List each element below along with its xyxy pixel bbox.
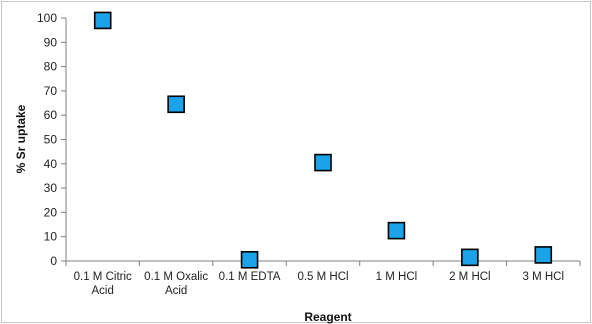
data-point <box>167 95 185 114</box>
x-tick-label: 0.5 M HCl <box>297 271 348 283</box>
data-point <box>93 11 112 30</box>
x-tick-label: 0.1 M EDTA <box>219 271 281 283</box>
data-point <box>534 246 553 264</box>
y-tick-label: 40 <box>44 157 58 171</box>
data-point <box>314 153 332 172</box>
y-tick-label: 20 <box>44 205 58 219</box>
y-tick-label: 0 <box>50 254 57 268</box>
y-tick-label: 60 <box>44 108 58 122</box>
x-tick-label: 0.1 M Citric <box>74 271 132 283</box>
x-axis-title: Reagent <box>304 310 351 324</box>
data-point <box>461 248 479 267</box>
y-tick-label: 10 <box>44 230 58 244</box>
x-tick-label: Acid <box>165 285 187 297</box>
y-tick-label: 90 <box>44 35 58 49</box>
x-tick-label: Acid <box>92 285 114 297</box>
data-point <box>387 221 406 240</box>
y-tick-label: 70 <box>44 84 58 98</box>
y-axis-title: % Sr uptake <box>14 104 28 173</box>
x-tick-label: 1 M HCl <box>376 271 418 283</box>
x-tick-label: 0.1 M Oxalic <box>144 271 208 283</box>
x-tick-label: 2 M HCl <box>449 271 491 283</box>
x-tick-label: 3 M HCl <box>523 271 565 283</box>
y-tick-label: 50 <box>44 133 58 147</box>
y-tick-label: 80 <box>44 60 58 74</box>
data-point <box>240 250 259 269</box>
y-tick-label: 100 <box>37 11 57 25</box>
y-tick-label: 30 <box>44 181 58 195</box>
